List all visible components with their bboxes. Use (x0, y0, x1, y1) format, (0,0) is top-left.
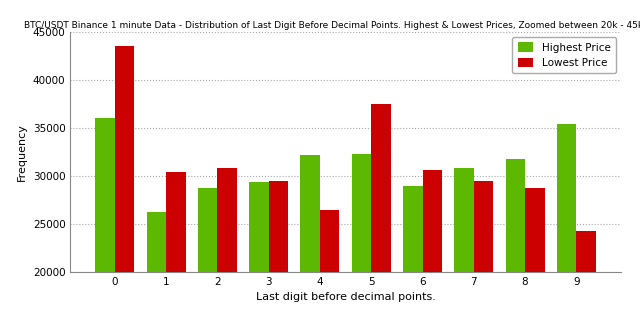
Bar (320, 210, 339, 320)
Bar (352, 154, 371, 320)
Bar (474, 181, 493, 320)
Bar (454, 168, 474, 320)
Legend: Highest Price, Lowest Price: Highest Price, Lowest Price (513, 37, 616, 73)
Bar (403, 186, 422, 320)
Bar (147, 212, 166, 320)
Bar (525, 188, 545, 320)
Bar (371, 104, 390, 320)
Y-axis label: Frequency: Frequency (17, 123, 28, 181)
Bar (269, 181, 288, 320)
Bar (576, 231, 596, 320)
Bar (422, 170, 442, 320)
Bar (166, 172, 186, 320)
X-axis label: Last digit before decimal points.: Last digit before decimal points. (255, 292, 436, 302)
Bar (249, 182, 269, 320)
Bar (506, 159, 525, 320)
Title: BTC/USDT Binance 1 minute Data - Distribution of Last Digit Before Decimal Point: BTC/USDT Binance 1 minute Data - Distrib… (24, 21, 640, 30)
Bar (115, 46, 134, 320)
Bar (198, 188, 218, 320)
Bar (557, 124, 576, 320)
Bar (95, 118, 115, 320)
Bar (218, 168, 237, 320)
Bar (301, 155, 320, 320)
